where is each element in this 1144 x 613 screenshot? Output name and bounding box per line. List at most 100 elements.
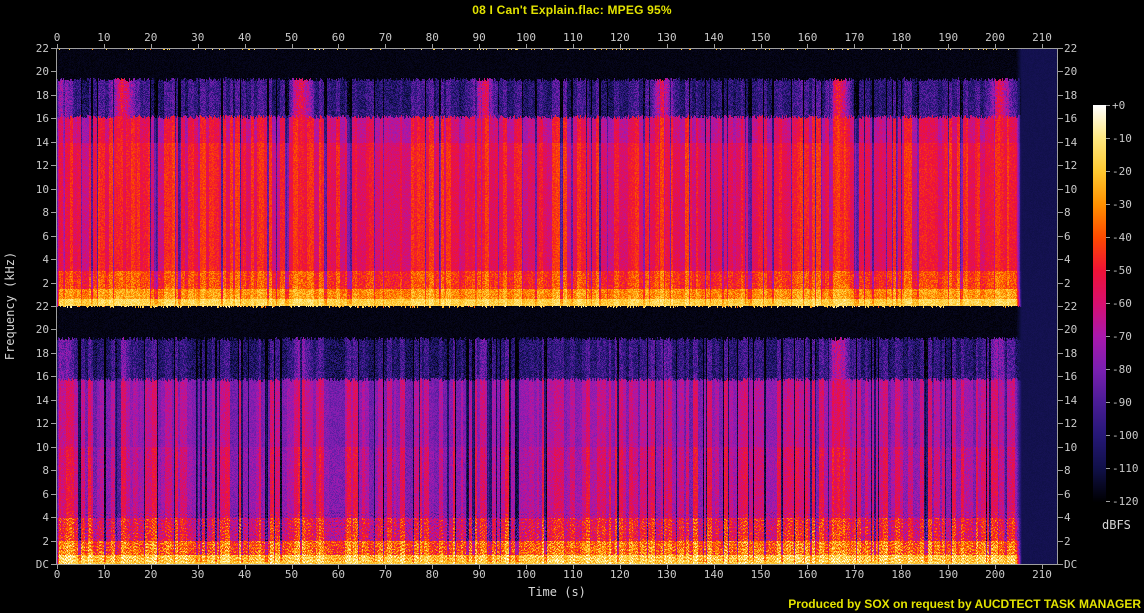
freq-tick-mark: [51, 94, 56, 96]
freq-tick-mark: [51, 71, 56, 73]
freq-tick-mark: [1058, 141, 1063, 143]
freq-tick-mark: [1058, 282, 1063, 284]
freq-tick-mark: [51, 235, 56, 237]
freq-tick-label: 8: [42, 206, 49, 220]
time-tick-mark: [103, 44, 105, 48]
freq-tick-label: 8: [1064, 206, 1071, 220]
time-tick-label: 200: [985, 31, 1006, 44]
freq-tick-label: 2: [1064, 534, 1071, 548]
time-axis-label: Time (s): [528, 585, 586, 599]
freq-tick-label: 4: [1064, 253, 1071, 267]
freq-tick-label: 8: [1064, 464, 1071, 478]
time-tick-label: 10: [97, 568, 111, 581]
time-tick-label: 40: [237, 31, 252, 44]
colorbar-tick-label: -10: [1112, 132, 1132, 145]
freq-tick-label: 14: [1064, 393, 1078, 407]
freq-tick-mark: [1058, 564, 1063, 565]
colorbar-tick-mark: [1106, 204, 1110, 205]
time-tick-label: 110: [563, 568, 583, 581]
freq-tick-mark: [51, 352, 56, 354]
freq-tick-label: 18: [35, 88, 49, 102]
freq-tick-label: 12: [35, 159, 49, 173]
freq-tick-label: 4: [42, 253, 49, 267]
freq-tick-label: 12: [35, 417, 49, 431]
time-tick-label: 50: [284, 568, 299, 581]
freq-tick-mark: [1058, 94, 1063, 96]
freq-tick-label: 6: [42, 229, 49, 243]
time-tick-mark: [995, 44, 997, 48]
time-tick-mark: [572, 565, 574, 569]
freq-tick-mark: [1058, 493, 1063, 495]
time-tick-mark: [479, 565, 481, 569]
freq-tick-mark: [1058, 306, 1063, 307]
spectrogram-canvas: [57, 48, 1057, 564]
time-tick-mark: [197, 565, 199, 569]
freq-tick-mark: [1058, 470, 1063, 472]
freq-tick-label: 18: [35, 346, 49, 360]
time-tick-mark: [57, 44, 58, 48]
freq-tick-mark: [1058, 259, 1063, 261]
freq-tick-mark: [51, 188, 56, 190]
time-tick-mark: [526, 565, 528, 569]
freq-tick-mark: [51, 470, 56, 472]
time-tick-label: 0: [53, 568, 61, 581]
time-tick-label: 120: [609, 568, 630, 581]
time-tick-mark: [901, 565, 903, 569]
time-tick-label: 20: [144, 31, 158, 44]
time-tick-label: 170: [844, 568, 865, 581]
time-tick-label: 10: [97, 31, 111, 44]
time-tick-mark: [244, 565, 246, 569]
time-tick-mark: [713, 44, 715, 48]
freq-tick-mark: [1058, 517, 1063, 519]
colorbar-tick-mark: [1106, 402, 1110, 403]
time-tick-label: 110: [563, 31, 583, 44]
time-tick-label: 140: [703, 568, 724, 581]
time-tick-mark: [760, 44, 762, 48]
time-tick-mark: [807, 44, 809, 48]
time-tick-mark: [291, 44, 293, 48]
time-tick-mark: [526, 44, 528, 48]
freq-axis-line-left: [56, 48, 57, 565]
freq-tick-label: 20: [1064, 323, 1078, 337]
freq-tick-mark: [1058, 235, 1063, 237]
page-title: 08 I Can't Explain.flac: MPEG 95%: [472, 3, 672, 17]
freq-tick-label: 16: [1064, 112, 1078, 126]
freq-tick-mark: [51, 376, 56, 378]
time-tick-mark: [338, 565, 340, 569]
time-tick-label: 190: [938, 31, 959, 44]
freq-tick-mark: [51, 517, 56, 519]
freq-tick-label: 16: [35, 112, 49, 126]
freq-tick-label: 22: [35, 42, 49, 55]
freq-tick-label: 6: [1064, 487, 1071, 501]
time-tick-label: 70: [378, 568, 392, 581]
time-tick-mark: [244, 44, 246, 48]
time-tick-label: 180: [891, 568, 912, 581]
freq-tick-label: 12: [1064, 417, 1078, 431]
time-tick-label: 210: [1032, 568, 1052, 581]
freq-tick-label: 22: [1064, 42, 1078, 55]
freq-tick-label: 22: [35, 300, 49, 313]
freq-tick-label: DC: [35, 558, 49, 571]
time-tick-mark: [995, 565, 997, 569]
time-axis-line-bottom: [56, 564, 1058, 565]
freq-tick-label: 14: [1064, 135, 1078, 149]
time-tick-label: 140: [703, 31, 724, 44]
freq-tick-mark: [1058, 399, 1063, 401]
time-tick-mark: [150, 565, 152, 569]
freq-tick-mark: [1058, 48, 1063, 49]
freq-tick-label: 10: [35, 182, 49, 196]
freq-tick-mark: [51, 564, 56, 565]
time-tick-label: 60: [331, 31, 346, 44]
freq-tick-label: 10: [1064, 182, 1078, 196]
freq-tick-mark: [51, 212, 56, 214]
colorbar-tick-mark: [1106, 171, 1110, 172]
colorbar-tick-label: -40: [1112, 231, 1132, 244]
freq-tick-mark: [1058, 446, 1063, 448]
freq-tick-label: 10: [35, 440, 49, 454]
time-tick-label: 160: [797, 31, 818, 44]
colorbar-tick-mark: [1106, 138, 1110, 139]
freq-tick-mark: [51, 259, 56, 261]
time-tick-mark: [666, 565, 668, 569]
freq-tick-label: 12: [1064, 159, 1078, 173]
time-tick-label: 130: [656, 568, 677, 581]
